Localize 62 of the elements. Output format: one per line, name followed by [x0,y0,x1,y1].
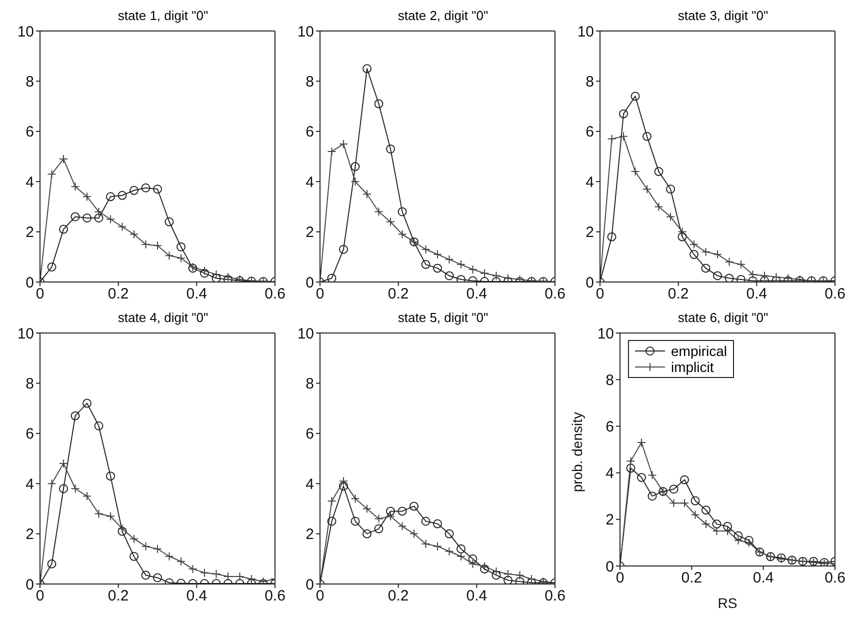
legend-label: implicit [671,359,714,375]
legend-label: empirical [671,343,728,359]
y-tick-label: 2 [306,224,314,242]
x-tick-label: 0.2 [668,286,689,303]
x-tick-label: 0.2 [388,588,409,605]
x-tick-label: 0.6 [824,570,846,587]
chart-title: state 2, digit "0" [398,8,488,23]
y-tick-label: 10 [17,23,34,40]
y-tick-label: 10 [297,325,314,342]
y-tick-label: 6 [26,426,34,443]
y-tick-label: 2 [26,224,34,242]
y-tick-label: 8 [26,74,34,91]
y-tick-label: 10 [597,325,614,342]
y-tick-label: 2 [606,512,614,529]
y-tick-label: 8 [586,74,594,91]
y-tick-label: 2 [586,224,594,242]
y-tick-label: 4 [586,174,594,191]
y-tick-label: 4 [306,174,314,191]
y-axis-title: prob. density [569,412,585,492]
x-tick-label: 0.6 [544,588,566,605]
y-tick-label: 2 [306,526,314,544]
y-tick-label: 6 [306,124,314,141]
x-axis-title: RS [718,595,738,611]
y-tick-label: 4 [606,465,614,482]
chart-title: state 6, digit "0" [678,310,768,325]
x-tick-label: 0.4 [466,286,488,303]
y-tick-label: 10 [17,325,34,342]
y-tick-label: 4 [26,174,34,191]
x-tick-label: 0.6 [544,286,566,303]
y-tick-label: 8 [306,74,314,91]
y-tick-label: 8 [306,376,314,393]
y-tick-label: 10 [297,23,314,40]
chart-title: state 4, digit "0" [118,310,208,325]
x-tick-label: 0.4 [752,570,774,587]
chart-title: state 1, digit "0" [118,8,208,23]
x-tick-label: 0.4 [186,588,208,605]
x-tick-label: 0.2 [681,570,702,587]
x-tick-label: 0.2 [388,286,409,303]
y-tick-label: 4 [306,476,314,493]
y-tick-label: 0 [606,558,614,576]
x-tick-label: 0.4 [466,588,488,605]
y-tick-label: 4 [26,476,34,493]
chart-title: state 3, digit "0" [678,8,768,23]
x-tick-label: 0.4 [186,286,208,303]
x-tick-label: 0.4 [746,286,768,303]
x-tick-label: 0.2 [108,588,129,605]
x-tick-label: 0.6 [264,588,286,605]
x-tick-label: 0.2 [108,286,129,303]
y-tick-label: 0 [26,274,34,292]
x-tick-label: 0.6 [824,286,846,303]
y-tick-label: 0 [306,274,314,292]
y-tick-label: 10 [577,23,594,40]
y-tick-label: 6 [26,124,34,141]
y-tick-label: 6 [306,426,314,443]
y-tick-label: 8 [606,372,614,389]
y-tick-label: 8 [26,376,34,393]
chart-title: state 5, digit "0" [398,310,488,325]
y-tick-label: 2 [26,526,34,544]
y-tick-label: 6 [586,124,594,141]
y-tick-label: 0 [586,274,594,292]
x-tick-label: 0.6 [264,286,286,303]
y-tick-label: 6 [606,418,614,436]
